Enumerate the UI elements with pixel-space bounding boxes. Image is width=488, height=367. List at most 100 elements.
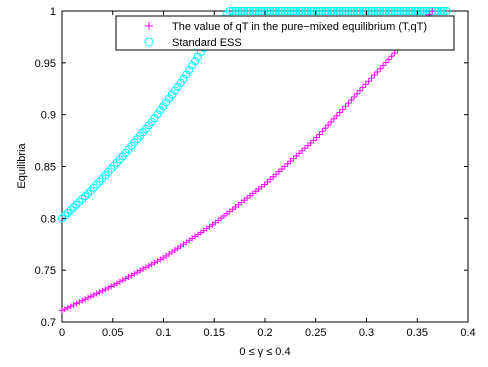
data-point-standard-ess: [190, 57, 200, 66]
data-point-qt-value: [368, 75, 375, 82]
data-point-qt-value: [273, 171, 280, 178]
data-point-standard-ess: [248, 6, 258, 16]
data-point-standard-ess: [329, 6, 339, 16]
data-point-qt-value: [429, 8, 436, 15]
data-point-standard-ess: [66, 205, 75, 215]
data-point-qt-value: [61, 306, 68, 313]
data-point-qt-value: [296, 150, 303, 157]
x-tick-label: 0.35: [407, 327, 428, 339]
data-point-standard-ess: [419, 6, 428, 16]
data-point-standard-ess: [243, 6, 252, 16]
data-point-standard-ess: [83, 189, 93, 198]
data-point-standard-ess: [332, 6, 341, 16]
data-point-qt-value: [328, 118, 335, 125]
data-point-standard-ess: [361, 6, 370, 16]
x-axis-label: 0 ≤ γ ≤ 0.4: [239, 346, 290, 358]
x-tick-label: 0.3: [359, 327, 374, 339]
data-point-qt-value: [73, 300, 80, 307]
data-point-standard-ess: [405, 6, 414, 16]
data-point-standard-ess: [413, 6, 422, 16]
data-point-qt-value: [76, 299, 83, 306]
data-point-qt-value: [93, 290, 100, 297]
data-point-standard-ess: [347, 6, 356, 16]
legend-marker-plus: [145, 22, 153, 30]
data-point-qt-value: [374, 68, 381, 75]
data-point-qt-value: [391, 50, 398, 57]
data-point-qt-value: [313, 134, 320, 141]
data-point-qt-value: [336, 109, 343, 116]
data-point-qt-value: [307, 139, 314, 146]
legend: The value of qT in the pure−mixed equili…: [115, 15, 455, 51]
data-point-qt-value: [345, 100, 352, 107]
data-point-standard-ess: [402, 6, 411, 16]
data-point-standard-ess: [381, 6, 391, 16]
data-point-standard-ess: [60, 211, 69, 220]
data-point-qt-value: [281, 163, 288, 170]
data-point-qt-value: [96, 289, 103, 296]
data-point-qt-value: [299, 147, 306, 154]
data-point-qt-value: [316, 131, 323, 138]
data-point-qt-value: [354, 90, 361, 97]
data-point-qt-value: [267, 176, 274, 183]
data-point-standard-ess: [390, 6, 399, 16]
data-point-qt-value: [385, 56, 392, 63]
data-point-qt-value: [304, 142, 311, 149]
data-point-qt-value: [339, 106, 346, 113]
data-point-standard-ess: [370, 6, 379, 16]
data-point-qt-value: [333, 112, 340, 119]
data-point-qt-value: [105, 284, 112, 291]
data-point-standard-ess: [289, 6, 298, 16]
data-point-qt-value: [301, 145, 308, 152]
data-point-qt-value: [59, 307, 65, 314]
data-point-qt-value: [87, 293, 94, 300]
x-tick-label: 0.25: [305, 327, 326, 339]
data-point-qt-value: [293, 152, 300, 159]
data-point-standard-ess: [193, 52, 203, 61]
data-point-standard-ess: [300, 6, 310, 16]
data-point-standard-ess: [188, 61, 197, 70]
data-point-standard-ess: [335, 6, 344, 16]
data-point-standard-ess: [410, 6, 420, 16]
data-point-qt-value: [371, 71, 378, 78]
y-tick-label: 0.95: [35, 58, 56, 70]
data-point-standard-ess: [352, 6, 362, 16]
data-point-qt-value: [64, 304, 71, 311]
y-axis-label: Equilibria: [16, 142, 28, 188]
data-point-standard-ess: [231, 6, 240, 16]
data-point-qt-value: [99, 287, 106, 294]
data-point-standard-ess: [373, 6, 382, 16]
data-point-standard-ess: [240, 6, 249, 16]
data-point-standard-ess: [280, 6, 289, 16]
data-point-standard-ess: [292, 6, 301, 16]
data-point-qt-value: [290, 155, 297, 162]
data-point-standard-ess: [260, 6, 269, 16]
data-point-standard-ess: [396, 6, 405, 16]
data-point-standard-ess: [251, 6, 260, 16]
data-point-standard-ess: [436, 6, 446, 16]
data-point-standard-ess: [78, 194, 87, 204]
data-point-standard-ess: [295, 6, 304, 16]
data-point-qt-value: [342, 103, 349, 110]
data-point-standard-ess: [399, 6, 408, 16]
data-point-standard-ess: [326, 6, 336, 16]
data-point-qt-value: [388, 53, 395, 60]
data-point-standard-ess: [63, 208, 72, 217]
data-point-standard-ess: [286, 6, 295, 16]
data-point-standard-ess: [269, 6, 278, 16]
data-point-standard-ess: [312, 6, 321, 16]
data-point-standard-ess: [237, 6, 246, 16]
data-point-standard-ess: [306, 6, 315, 16]
data-point-standard-ess: [318, 6, 327, 16]
data-point-standard-ess: [376, 6, 385, 16]
data-point-qt-value: [264, 178, 271, 185]
x-tick-label: 0.15: [204, 327, 225, 339]
data-point-qt-value: [70, 301, 77, 308]
data-point-qt-value: [82, 296, 89, 303]
data-point-standard-ess: [303, 6, 312, 16]
data-point-qt-value: [67, 303, 74, 310]
data-point-standard-ess: [72, 200, 81, 209]
data-point-qt-value: [278, 165, 285, 172]
data-point-qt-value: [319, 128, 326, 135]
data-point-qt-value: [325, 122, 332, 129]
data-point-standard-ess: [309, 6, 318, 16]
